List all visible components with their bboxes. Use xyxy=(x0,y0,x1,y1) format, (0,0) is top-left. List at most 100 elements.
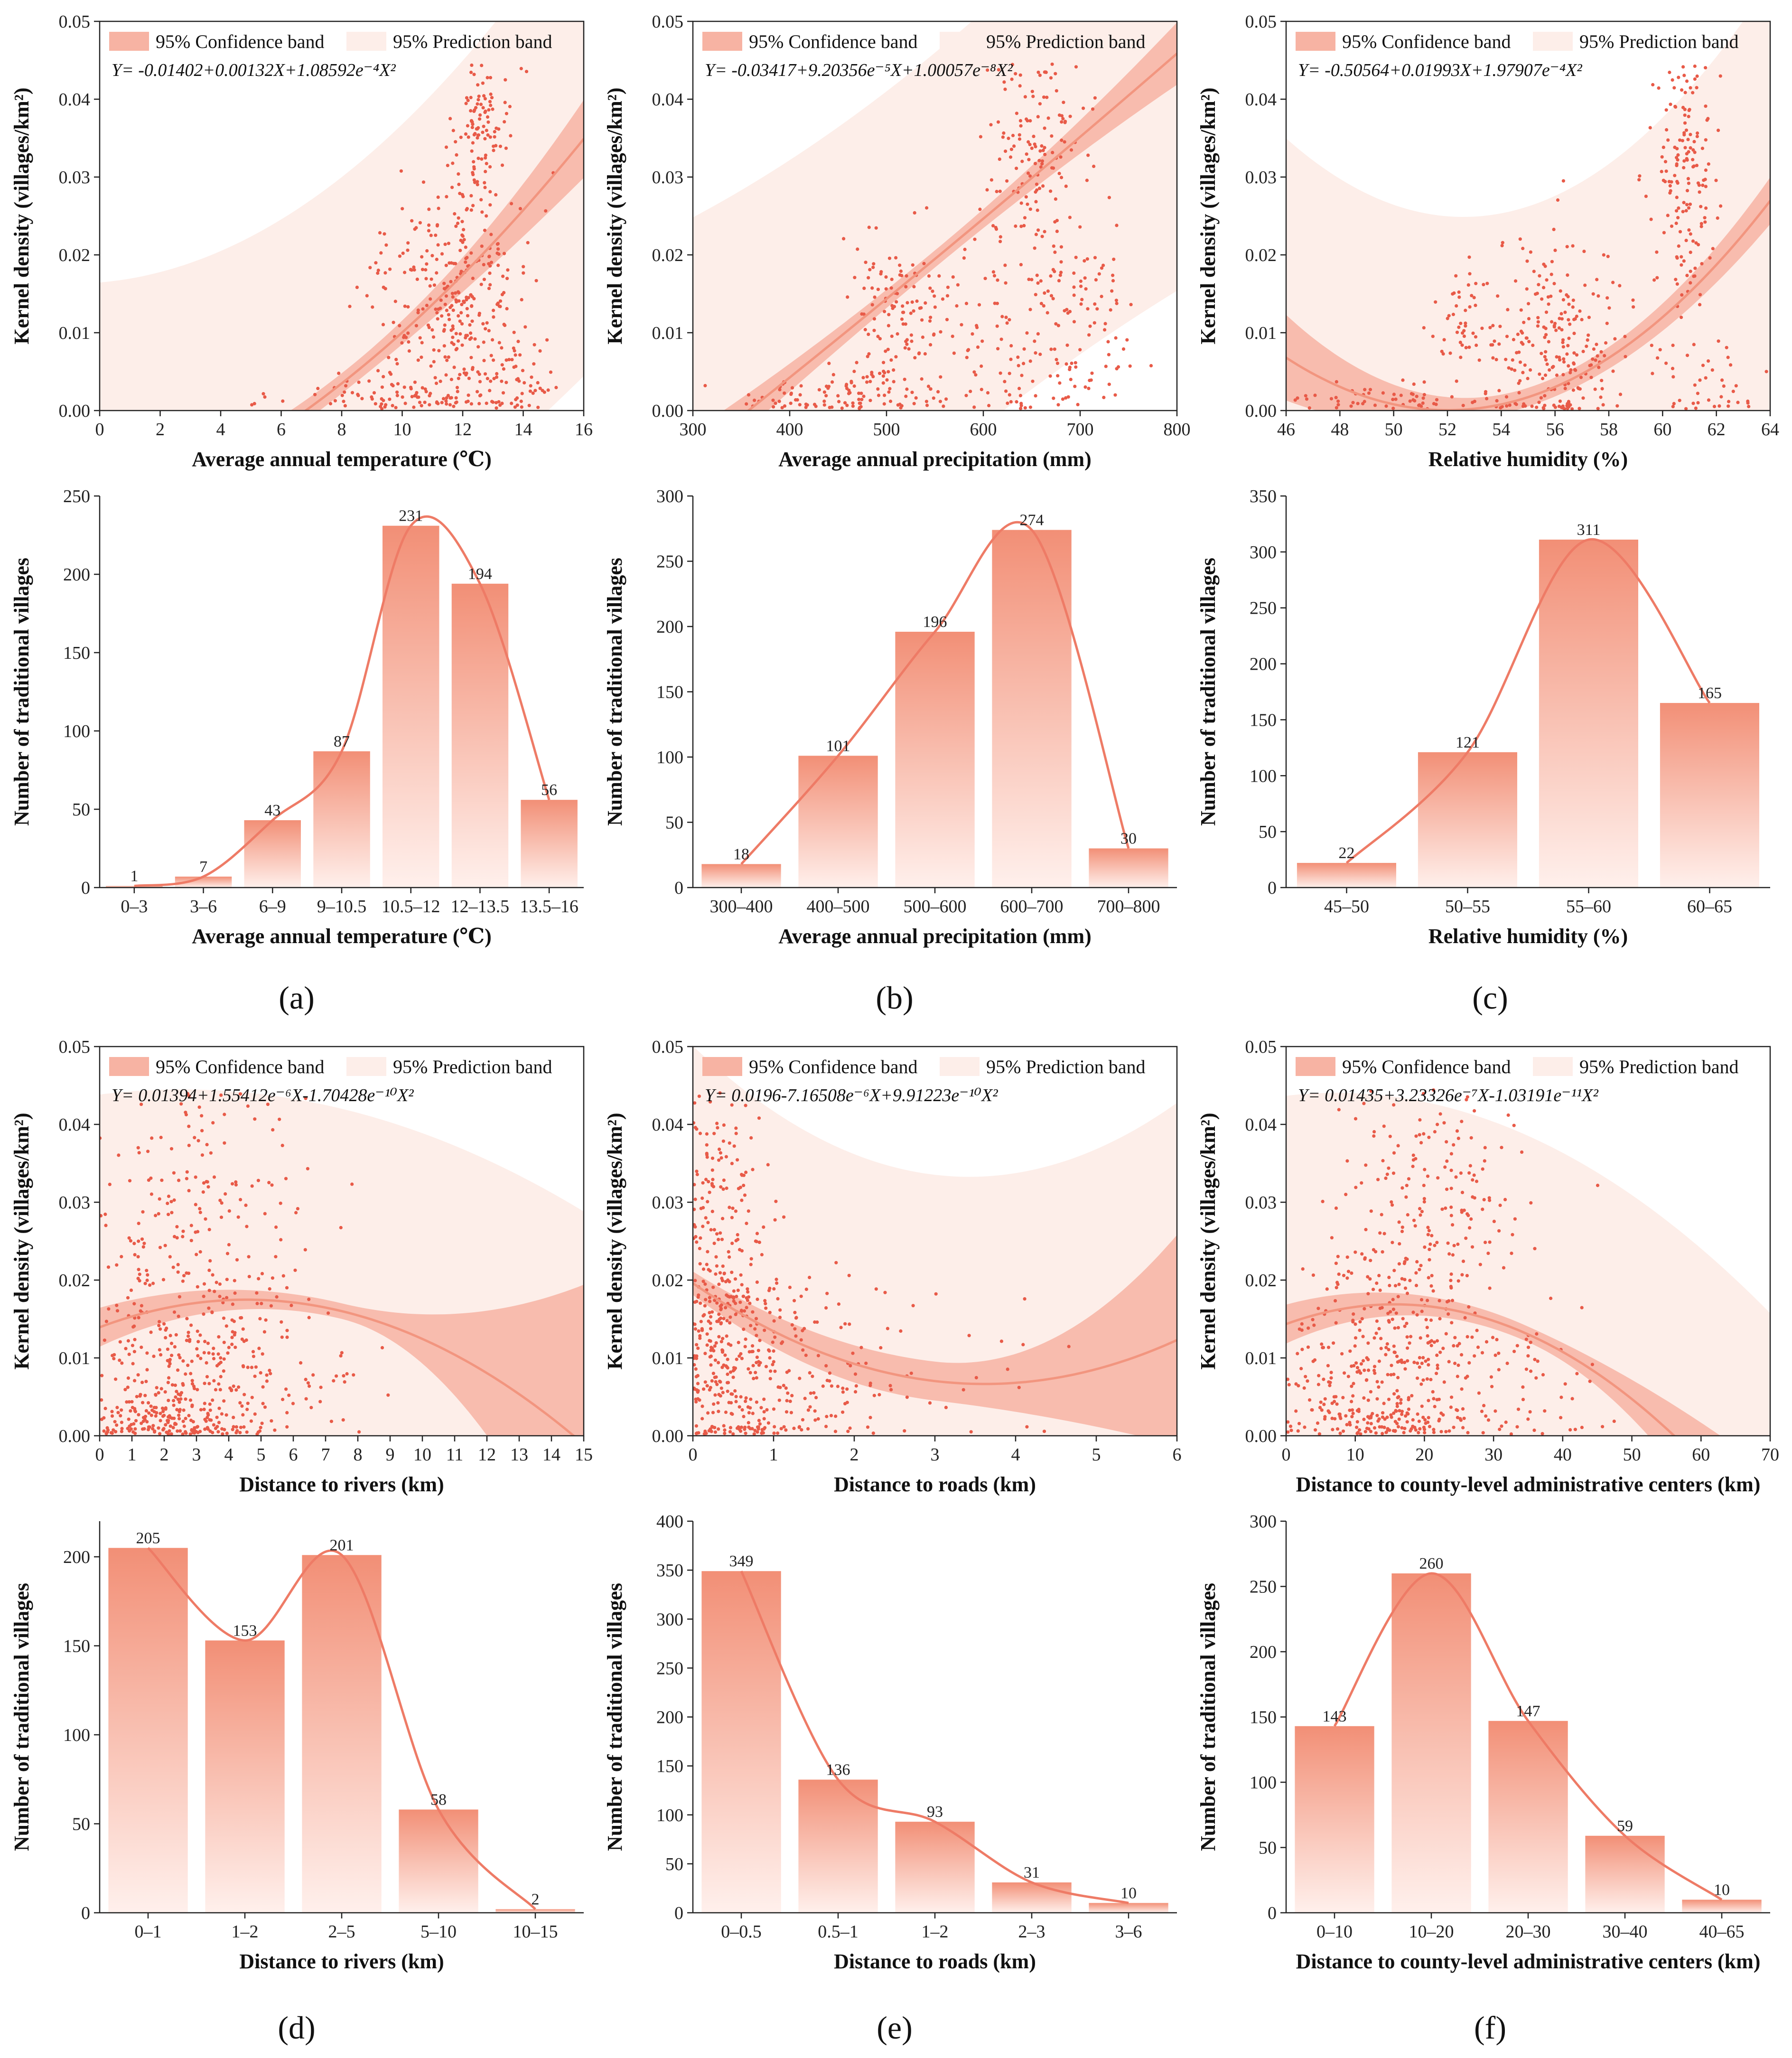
data-point xyxy=(1020,159,1024,163)
data-point xyxy=(780,1341,784,1345)
data-point xyxy=(1384,1176,1388,1180)
data-point xyxy=(172,1403,176,1407)
x-tick-label: 3–6 xyxy=(1115,1922,1142,1942)
data-point xyxy=(131,1362,135,1366)
y-tick-label: 0.02 xyxy=(1245,245,1277,265)
data-point xyxy=(1632,305,1635,309)
data-point xyxy=(1497,1229,1501,1233)
data-point xyxy=(232,1319,236,1323)
data-point xyxy=(1651,83,1655,87)
data-point xyxy=(518,353,522,357)
data-point xyxy=(1447,1360,1451,1364)
data-point xyxy=(437,349,441,353)
data-point xyxy=(888,1384,892,1387)
data-point xyxy=(451,324,455,328)
x-tick-label: 58 xyxy=(1600,420,1618,440)
data-point xyxy=(709,1348,713,1352)
data-point xyxy=(1052,396,1055,400)
data-point xyxy=(969,390,972,393)
bar xyxy=(1539,539,1638,888)
data-point xyxy=(711,1285,715,1289)
data-point xyxy=(529,384,532,388)
plot-frame xyxy=(99,1046,585,1437)
data-point xyxy=(772,1431,776,1435)
data-point xyxy=(140,1381,144,1384)
data-point xyxy=(778,1316,782,1319)
data-point xyxy=(1100,295,1103,299)
data-point xyxy=(1692,164,1696,168)
data-point xyxy=(235,1258,239,1262)
data-point xyxy=(1707,359,1710,363)
data-point xyxy=(179,1102,183,1106)
data-point xyxy=(1687,181,1690,185)
data-point xyxy=(1377,1385,1381,1389)
data-point xyxy=(307,1298,311,1301)
data-point xyxy=(1675,196,1679,199)
data-point xyxy=(1346,1270,1351,1273)
data-point xyxy=(480,157,484,161)
data-point xyxy=(734,1126,738,1130)
data-point xyxy=(279,1238,283,1242)
y-tick-label: 0.03 xyxy=(652,168,684,187)
data-point xyxy=(1698,378,1702,382)
data-point xyxy=(722,1317,726,1320)
data-point xyxy=(882,402,886,406)
data-point xyxy=(834,1261,838,1264)
data-point xyxy=(1419,1336,1422,1340)
data-point xyxy=(205,1416,209,1420)
data-point xyxy=(1483,1146,1487,1150)
data-point xyxy=(1017,364,1020,367)
data-point xyxy=(145,1420,149,1424)
data-point xyxy=(1460,1353,1464,1356)
data-point xyxy=(1421,401,1425,405)
data-point xyxy=(1401,378,1405,382)
data-point xyxy=(1664,169,1668,173)
data-point xyxy=(133,1253,137,1257)
data-point xyxy=(1665,128,1669,132)
scatter-panel-d: 0 1 2 3 4 5 6 7 8 9 10 11 12 13 14 150.000.010.020.030.… xyxy=(10,1037,593,1496)
data-point xyxy=(196,1340,200,1344)
data-point xyxy=(115,1405,119,1410)
data-point xyxy=(710,1379,714,1383)
data-point xyxy=(491,338,495,342)
data-point xyxy=(1070,361,1073,365)
data-point xyxy=(1553,321,1557,326)
data-point xyxy=(1604,341,1608,345)
legend-prediction-swatch xyxy=(1533,1057,1573,1076)
data-point xyxy=(426,323,430,327)
data-point xyxy=(718,1147,721,1151)
data-point xyxy=(1465,1098,1468,1102)
data-point xyxy=(856,247,859,251)
data-point xyxy=(776,1431,780,1435)
x-tick-label: 60 xyxy=(1692,1445,1710,1465)
data-point xyxy=(1567,382,1570,385)
data-point xyxy=(506,268,510,272)
data-point xyxy=(1484,1414,1488,1418)
y-tick-label: 250 xyxy=(1250,599,1277,618)
legend-confidence-swatch xyxy=(1296,32,1335,51)
data-point xyxy=(1422,1132,1426,1136)
data-point xyxy=(840,406,844,410)
data-point xyxy=(806,1408,810,1412)
data-point xyxy=(1050,62,1054,66)
data-point xyxy=(458,192,462,196)
data-point xyxy=(1022,347,1026,351)
data-point xyxy=(774,402,777,405)
data-point xyxy=(1336,399,1340,403)
data-point xyxy=(1009,357,1013,361)
data-point xyxy=(1059,260,1063,264)
data-point xyxy=(1335,406,1338,410)
data-point xyxy=(1014,72,1017,75)
data-point xyxy=(1521,1385,1525,1389)
data-point xyxy=(441,397,446,401)
data-point xyxy=(1032,134,1036,138)
trend-curve xyxy=(740,521,1130,865)
data-point xyxy=(1591,357,1595,361)
data-point xyxy=(1701,183,1705,187)
data-point xyxy=(1318,1406,1322,1410)
data-point xyxy=(118,1358,121,1362)
data-point xyxy=(1341,1429,1345,1433)
data-point xyxy=(490,96,494,100)
data-point xyxy=(169,1147,174,1151)
data-point xyxy=(1362,1417,1366,1422)
